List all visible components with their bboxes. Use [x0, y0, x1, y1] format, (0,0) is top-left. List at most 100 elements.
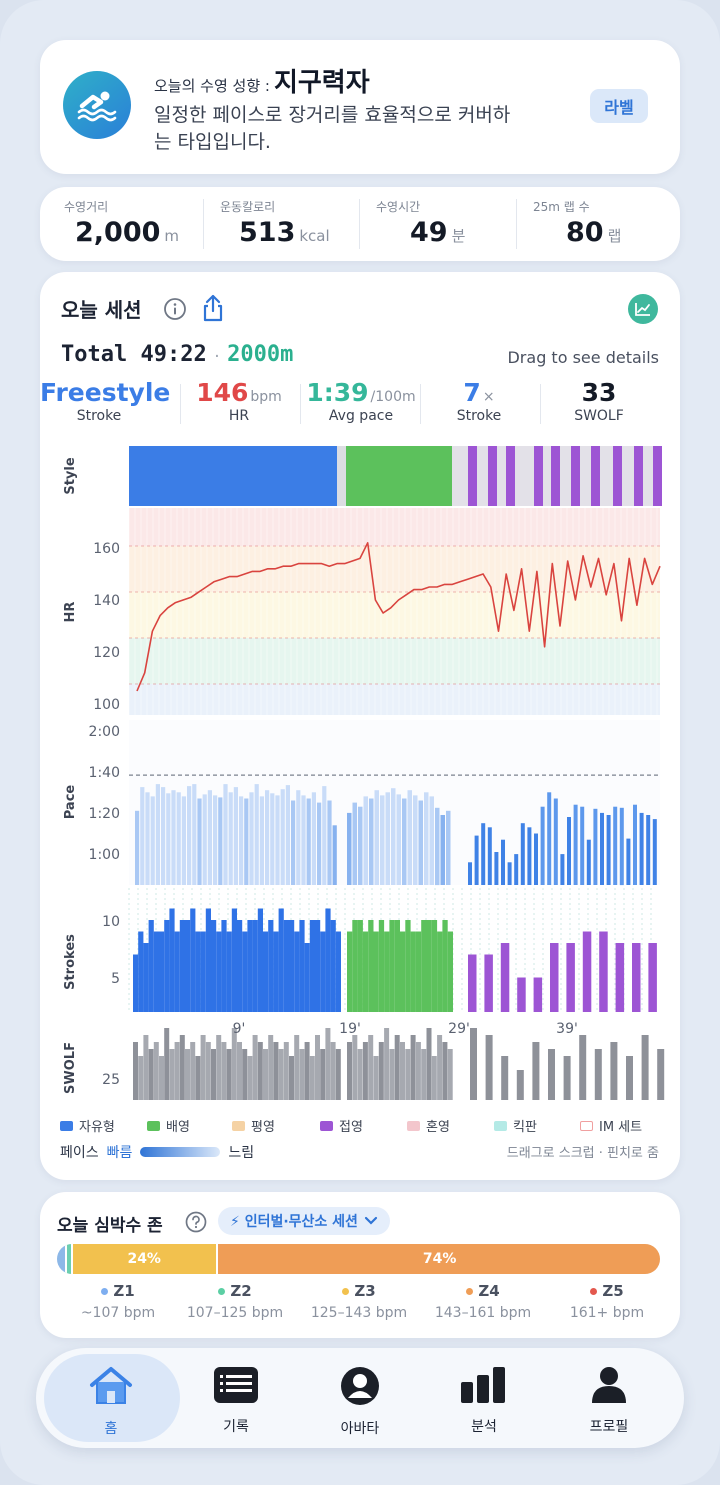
style-band-butterfly: [571, 446, 580, 506]
pace-bar: [567, 817, 571, 885]
hr-zone-card: 오늘 심박수 존 ⚡ 인터벌·무산소 세션 24% 74% Z1 ~107 bpm …: [40, 1192, 680, 1338]
pace-bar: [218, 797, 223, 885]
swolf-bar: [501, 1056, 509, 1100]
stat-title: 수영거리: [64, 200, 109, 214]
help-icon[interactable]: [185, 1211, 207, 1237]
swolf-bar: [195, 1056, 201, 1100]
pace-bar: [580, 806, 585, 885]
pace-tick-label: 1:00: [89, 847, 120, 863]
swolf-bar: [164, 1028, 170, 1100]
style-band-butterfly: [506, 446, 515, 506]
stroke-bar: [268, 920, 274, 1012]
profile-icon: [592, 1367, 626, 1403]
pace-bar: [534, 833, 538, 885]
stroke-bar: [143, 943, 149, 1012]
stroke-bar: [648, 943, 657, 1012]
swolf-bar: [563, 1056, 571, 1100]
stroke-bar: [273, 931, 279, 1012]
nav-avatar[interactable]: 아바타: [310, 1366, 410, 1438]
trend-chart-icon[interactable]: [628, 294, 658, 324]
swolf-bar: [138, 1056, 144, 1100]
swolf-bar: [216, 1035, 222, 1100]
pace-bar: [192, 784, 197, 885]
stroke-bar: [159, 931, 165, 1012]
stroke-bar: [200, 931, 206, 1012]
stroke-bar: [517, 977, 526, 1012]
total-time: Total 49:22: [61, 342, 207, 367]
stroke-bar: [352, 920, 358, 1012]
pace-bar: [347, 812, 352, 885]
summary-stats-card: 수영거리 2,000 m 운동칼로리 513 kcal 수영시간 49 분 25m 랩…: [40, 187, 680, 261]
info-icon[interactable]: [163, 297, 187, 325]
stroke-bar: [299, 920, 305, 1012]
pace-bar: [155, 784, 160, 885]
stroke-bar: [550, 943, 559, 1012]
zone-label-z5: Z5 161+ bpm: [569, 1282, 645, 1321]
metric-stroke-count: 7 × Stroke: [456, 378, 502, 424]
stroke-bar: [195, 931, 201, 1012]
legend-item: 혼영: [407, 1116, 450, 1135]
stat-value: 49 분: [410, 217, 466, 248]
pace-bar: [239, 796, 244, 885]
stroke-bar: [566, 943, 575, 1012]
pace-bar: [429, 796, 434, 885]
nav-home[interactable]: 홈: [61, 1366, 161, 1438]
pace-bar: [402, 798, 407, 885]
swolf-bar: [148, 1049, 154, 1100]
swolf-bar: [594, 1049, 602, 1100]
stroke-bar: [164, 920, 170, 1012]
metric-hr: 146 bpm HR: [196, 378, 282, 424]
stroke-bar: [148, 920, 154, 1012]
stroke-bar: [468, 954, 477, 1012]
swolf-bar: [268, 1035, 274, 1100]
hr-tick-label: 100: [93, 697, 120, 713]
pace-bar: [560, 854, 565, 885]
style-band-rest: [337, 446, 346, 506]
share-icon[interactable]: [202, 294, 224, 326]
stroke-bar: [500, 943, 510, 1012]
metric-stroke-type: Freestyle Stroke: [40, 378, 171, 424]
pace-bar: [540, 806, 545, 885]
stroke-bar: [185, 920, 191, 1012]
session-chart[interactable]: Style HR Pace Strokes SWOLF 160 140 120 100 2:00 1…: [40, 438, 680, 1113]
stroke-bar: [205, 908, 211, 1012]
nav-records[interactable]: 기록: [186, 1366, 286, 1436]
pace-bar: [407, 790, 412, 885]
today-session-card: 오늘 세션 Total 49:22 · 2000m Drag to see deta…: [40, 272, 680, 1180]
stroke-bar: [211, 920, 217, 1012]
nav-analysis[interactable]: 분석: [434, 1366, 534, 1436]
stroke-bar: [484, 954, 493, 1012]
stroke-bar: [138, 931, 144, 1012]
nav-profile[interactable]: 프로필: [559, 1366, 659, 1436]
style-band-butterfly: [534, 446, 543, 506]
swolf-bar: [211, 1049, 216, 1100]
swolf-bar: [378, 1042, 384, 1100]
pace-bar: [223, 784, 228, 885]
stroke-bar: [442, 920, 448, 1012]
swolf-bar: [437, 1035, 443, 1100]
pace-gradient-legend: 페이스 빠름 느림: [60, 1145, 255, 1161]
swolf-bar: [405, 1049, 411, 1100]
label-button[interactable]: 라벨: [590, 89, 648, 123]
swim-type-name: 지구력자: [273, 68, 370, 98]
drag-hint: Drag to see details: [507, 348, 659, 367]
chevron-down-icon: [364, 1216, 378, 1225]
stroke-bar: [335, 931, 341, 1012]
stroke-bar: [247, 920, 253, 1012]
swolf-bar: [330, 1042, 336, 1100]
metric-swolf: 33 SWOLF: [574, 378, 624, 424]
session-type-dropdown[interactable]: ⚡ 인터벌·무산소 세션: [218, 1207, 390, 1235]
pace-bar: [619, 807, 624, 886]
swim-type-prefix: 오늘의 수영 성향 :: [154, 77, 270, 95]
swolf-bar: [237, 1042, 242, 1100]
style-band-butterfly: [551, 446, 560, 506]
stroke-bar: [389, 920, 395, 1012]
pace-bar: [474, 835, 479, 885]
swolf-bar: [426, 1028, 432, 1100]
stroke-bar: [242, 931, 248, 1012]
pace-bar: [311, 792, 316, 885]
stroke-bar: [410, 931, 416, 1012]
stat-title: 25m 랩 수: [533, 200, 590, 214]
swolf-bar: [190, 1042, 196, 1100]
pace-bar: [501, 839, 505, 885]
